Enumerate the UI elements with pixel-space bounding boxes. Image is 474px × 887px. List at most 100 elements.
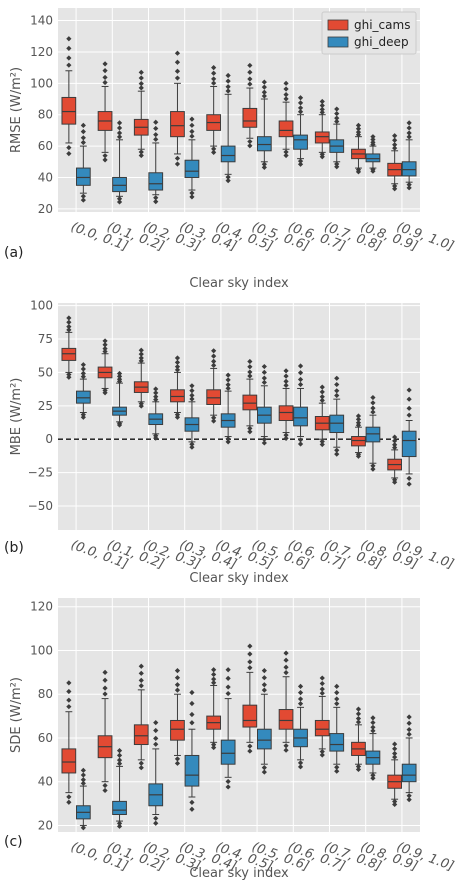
outlier-point (247, 643, 253, 649)
outlier-point (297, 161, 304, 167)
outlier-point (319, 384, 325, 390)
box-ghi-cams (61, 315, 77, 380)
outlier-point (297, 95, 304, 101)
outlier-point (355, 169, 362, 175)
outlier-point (225, 784, 231, 790)
box-ghi-cams (97, 669, 113, 794)
outlier-point (138, 69, 144, 75)
box-ghi-deep (220, 667, 236, 790)
outlier-point (153, 199, 159, 205)
outlier-point (370, 715, 376, 721)
outlier-point (138, 760, 144, 766)
outlier-point (225, 684, 231, 690)
outlier-point (247, 651, 253, 657)
outlier-point (392, 741, 398, 747)
outlier-point (80, 362, 86, 368)
outlier-point (138, 351, 144, 357)
outlier-point (174, 155, 181, 161)
x-axis-label: Clear sky index (189, 571, 289, 586)
y-tick-label: 120 (30, 600, 53, 614)
outlier-point (225, 377, 231, 383)
outlier-point (102, 669, 108, 675)
outlier-point (138, 358, 144, 364)
outlier-point (189, 122, 195, 128)
outlier-point (283, 373, 289, 379)
box-iqr (278, 405, 294, 422)
outlier-point (392, 445, 398, 451)
outlier-point (283, 96, 289, 102)
box-ghi-deep (220, 72, 236, 184)
outlier-point (297, 701, 304, 707)
box-ghi-cams (351, 706, 366, 773)
outlier-point (211, 149, 217, 155)
box-ghi-deep (293, 363, 308, 447)
outlier-point (406, 182, 412, 188)
box-ghi-cams (387, 741, 403, 808)
outlier-point (319, 154, 325, 160)
outlier-point (283, 747, 289, 753)
outlier-point (80, 193, 86, 199)
outlier-point (225, 178, 231, 184)
box-iqr (242, 107, 258, 128)
outlier-point (66, 374, 72, 380)
outlier-point (406, 130, 412, 136)
box-iqr (314, 131, 330, 144)
y-tick-label: 60 (38, 139, 53, 153)
box-ghi-cams (133, 663, 149, 771)
outlier-point (138, 152, 144, 159)
outlier-point (370, 400, 376, 406)
outlier-point (189, 116, 195, 122)
legend-swatch (327, 36, 349, 48)
outlier-point (211, 667, 217, 673)
box-iqr (401, 161, 417, 177)
outlier-point (392, 746, 398, 752)
outlier-point (174, 161, 181, 167)
outlier-point (334, 115, 340, 121)
outlier-point (225, 88, 231, 94)
outlier-point (283, 152, 289, 159)
outlier-point (319, 394, 325, 400)
outlier-point (153, 125, 159, 132)
outlier-point (211, 348, 217, 354)
outlier-point (247, 659, 253, 665)
outlier-point (66, 704, 72, 710)
box-iqr (112, 176, 127, 193)
box-iqr (365, 426, 381, 443)
outlier-point (392, 438, 398, 444)
outlier-point (225, 436, 231, 442)
outlier-point (138, 75, 144, 81)
outlier-point (211, 76, 217, 82)
box-ghi-deep (148, 119, 164, 205)
box-ghi-deep (293, 95, 308, 167)
outlier-point (319, 389, 325, 395)
outlier-point (247, 69, 253, 75)
outlier-point (297, 683, 304, 689)
box-ghi-deep (148, 386, 164, 441)
box-iqr (365, 153, 381, 163)
y-tick-label: 20 (38, 202, 53, 216)
outlier-point (80, 825, 86, 831)
outlier-point (247, 76, 253, 82)
outlier-point (66, 794, 72, 800)
box-ghi-deep (401, 387, 417, 487)
outlier-point (247, 81, 253, 87)
box-iqr (220, 739, 236, 765)
outlier-point (370, 136, 376, 143)
box-ghi-deep (75, 767, 91, 831)
outlier-point (80, 366, 86, 372)
outlier-point (102, 74, 108, 81)
outlier-point (334, 696, 340, 702)
outlier-point (247, 62, 253, 69)
outlier-point (102, 157, 108, 163)
box-ghi-deep (365, 394, 381, 472)
outlier-point (392, 137, 398, 143)
outlier-point (174, 59, 181, 65)
outlier-point (297, 381, 304, 388)
outlier-point (138, 765, 144, 771)
legend-entry: ghi_cams (354, 18, 410, 32)
box-ghi-deep (256, 79, 272, 171)
outlier-point (406, 134, 412, 140)
outlier-point (355, 706, 362, 712)
panel-label: (a) (4, 245, 24, 261)
box-ghi-deep (329, 375, 345, 457)
